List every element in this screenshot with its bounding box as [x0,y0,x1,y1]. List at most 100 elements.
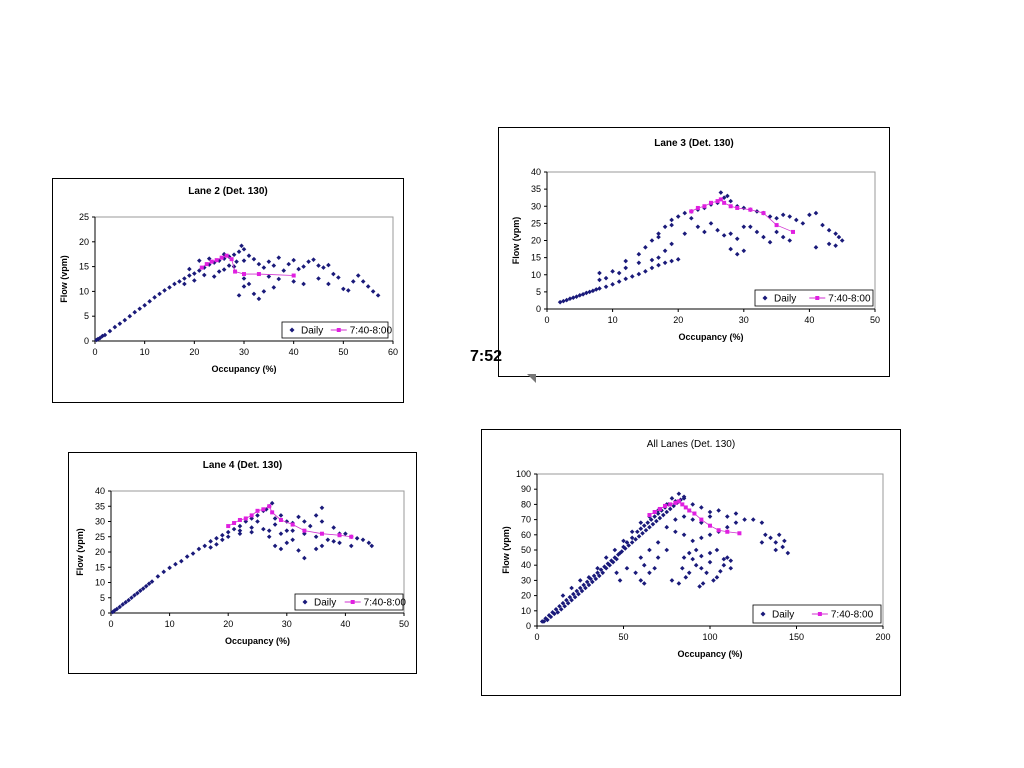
daily-point [728,246,733,252]
y-tick-label: 25 [79,212,89,222]
y-tick-label: 25 [531,218,541,228]
daily-point [676,581,682,586]
chart-panel-lane2: Lane 2 (Det. 130) 0 5 10 15 20 25 0 10 20 30 40 50 60… [52,178,404,403]
daily-point [624,565,630,571]
peak-point [680,502,685,507]
peak-point [652,510,657,514]
y-tick-label: 35 [95,501,105,511]
daily-point [149,579,155,584]
daily-point [117,321,123,326]
peak-point [229,257,234,262]
daily-point [664,524,670,530]
y-axis-label: Flow (vpm) [59,255,69,303]
daily-point [681,555,687,560]
x-tick-label: 50 [870,315,880,325]
legend-peak-marker [350,600,355,604]
x-axis-label: Occupancy (%) [211,364,276,374]
daily-point [161,569,167,575]
daily-point [638,526,644,532]
peak-point [278,517,283,522]
daily-point [780,234,786,240]
daily-point [234,259,239,264]
daily-point [629,535,635,541]
daily-point [313,513,319,518]
daily-point [107,328,113,334]
daily-point [669,496,675,501]
daily-point [686,550,692,556]
daily-point [800,221,806,226]
daily-point [656,231,661,236]
daily-point [543,616,548,621]
daily-point [623,258,629,264]
daily-point [636,251,642,257]
x-tick-label: 30 [282,619,292,629]
daily-point [241,284,247,289]
daily-point [337,540,342,546]
daily-point [190,551,196,556]
daily-point [187,273,192,278]
y-tick-label: 30 [531,201,541,211]
x-tick-label: 0 [92,347,97,357]
y-tick-label: 0 [84,336,89,346]
peak-point [718,197,723,202]
daily-point [326,262,331,268]
legend-peak-label: 7:40-8:00 [350,326,393,337]
peak-point [290,522,295,527]
daily-point [649,265,655,271]
daily-point [354,535,360,541]
daily-point [603,275,609,281]
daily-point [276,276,282,282]
daily-point [301,264,306,269]
daily-point [610,282,615,287]
peak-point [716,528,721,533]
daily-point [307,523,313,529]
daily-point [220,532,225,538]
daily-point [702,229,707,235]
peak-point [702,204,707,209]
daily-point [197,268,202,273]
daily-point [120,602,126,607]
daily-point [586,582,592,588]
daily-point [590,288,596,294]
x-tick-label: 30 [239,347,249,357]
daily-point [123,600,128,605]
x-tick-label: 30 [739,315,749,325]
peak-point [709,200,713,205]
daily-point [560,593,566,598]
daily-point [127,313,133,319]
peak-point [233,269,238,274]
y-tick-label: 0 [536,304,541,314]
x-tick-label: 20 [673,315,683,325]
daily-point [290,528,295,533]
daily-point [680,565,685,571]
daily-point [636,534,642,539]
daily-point [126,597,131,603]
y-tick-label: 15 [79,262,89,272]
daily-point [612,555,618,560]
daily-point [768,535,773,541]
daily-point [237,528,243,533]
daily-point [211,260,217,265]
daily-point [278,546,284,552]
daily-point [662,248,668,254]
y-tick-label: 10 [95,578,105,588]
daily-point [759,520,765,525]
peak-point [725,529,730,534]
x-tick-label: 40 [804,315,814,325]
daily-point [256,261,262,267]
peak-point [708,523,712,528]
daily-point [593,576,599,582]
peak-point [204,262,209,267]
daily-point [558,606,564,612]
daily-point [807,212,812,218]
x-tick-label: 0 [108,619,113,629]
daily-point [623,265,629,271]
daily-point [602,564,607,570]
peak-point [255,508,260,513]
legend-daily-marker [760,611,766,617]
peak-point [270,510,275,515]
daily-point [597,270,602,276]
peak-point [683,505,688,510]
peak-point [728,204,733,209]
daily-point [704,570,709,576]
